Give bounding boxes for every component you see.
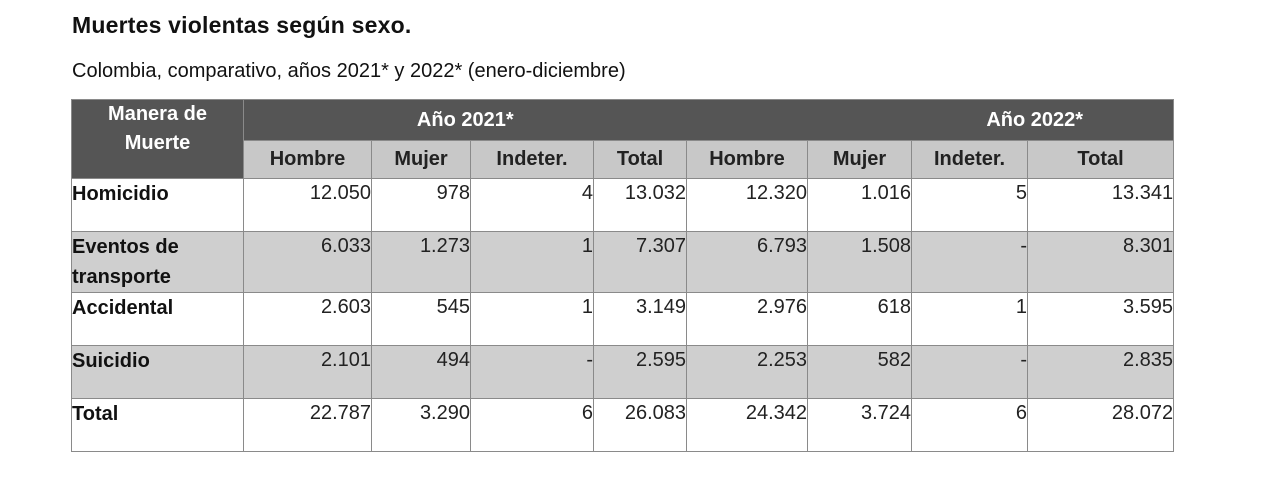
table-cell: 2.603	[243, 292, 372, 346]
table-cell: 978	[371, 178, 471, 232]
table-cell: 1.016	[807, 178, 913, 232]
table-cell: 6.793	[686, 231, 809, 293]
table-cell: 3.149	[592, 292, 688, 346]
row-label: Accidental	[71, 292, 244, 346]
row-label: Eventos de transporte	[71, 231, 244, 293]
corner-header: Manera de Muerte	[71, 99, 244, 179]
page-title: Muertes violentas según sexo.	[72, 12, 412, 38]
table-cell: 26.083	[592, 398, 688, 452]
table-cell: 5	[911, 178, 1029, 232]
table-cell: 24.342	[686, 398, 809, 452]
col-header-indeter-2022: Indeter.	[911, 140, 1029, 179]
table-cell: 3.595	[1027, 292, 1175, 346]
deaths-table: Manera de Muerte Año 2021* Año 2022* Hom…	[71, 99, 1175, 452]
table-cell: 1	[470, 292, 594, 346]
row-label: Total	[71, 398, 244, 452]
table-cell: 1.508	[807, 231, 913, 293]
col-header-total-2022: Total	[1027, 140, 1175, 179]
year-header-row: Manera de Muerte Año 2021* Año 2022*	[71, 99, 1175, 179]
year-2021-header: Año 2021*	[242, 99, 687, 141]
table-cell: 2.595	[592, 345, 688, 399]
table-cell: 8.301	[1027, 231, 1175, 293]
table-cell: -	[911, 345, 1029, 399]
table-cell: -	[911, 231, 1029, 293]
table-row: Suicidio 2.101 494 - 2.595 2.253 582 - 2…	[71, 345, 1175, 399]
table-cell: 6	[911, 398, 1029, 452]
col-header-hombre-2021: Hombre	[243, 140, 372, 179]
table-cell: 13.032	[592, 178, 688, 232]
table-cell: 22.787	[243, 398, 372, 452]
table-cell: 618	[807, 292, 913, 346]
table-cell: 12.050	[243, 178, 372, 232]
table-row: Homicidio 12.050 978 4 13.032 12.320 1.0…	[71, 178, 1175, 232]
col-header-total-2021: Total	[592, 140, 688, 179]
table-cell: 1	[470, 231, 594, 293]
table-cell: -	[470, 345, 594, 399]
col-header-hombre-2022: Hombre	[686, 140, 809, 179]
row-label: Homicidio	[71, 178, 244, 232]
row-label: Suicidio	[71, 345, 244, 399]
table-row-total: Total 22.787 3.290 6 26.083 24.342 3.724…	[71, 398, 1175, 452]
table-cell: 3.290	[371, 398, 471, 452]
col-header-indeter-2021: Indeter.	[470, 140, 594, 179]
table-cell: 3.724	[807, 398, 913, 452]
table-cell: 494	[371, 345, 471, 399]
table-cell: 582	[807, 345, 913, 399]
table-cell: 12.320	[686, 178, 809, 232]
year-2022-header: Año 2022*	[686, 99, 1175, 141]
table-cell: 6.033	[243, 231, 372, 293]
table-cell: 2.976	[686, 292, 809, 346]
table-cell: 1.273	[371, 231, 471, 293]
table-cell: 1	[911, 292, 1029, 346]
column-header-row: Hombre Mujer Indeter. Total Hombre Mujer…	[72, 140, 1175, 179]
table-cell: 28.072	[1027, 398, 1175, 452]
table-cell: 2.101	[243, 345, 372, 399]
corner-header-line2: Muerte	[124, 132, 191, 154]
table-cell: 4	[470, 178, 594, 232]
table-cell: 7.307	[592, 231, 688, 293]
table-cell: 6	[470, 398, 594, 452]
page-subtitle: Colombia, comparativo, años 2021* y 2022…	[72, 60, 626, 82]
table-row: Eventos de transporte 6.033 1.273 1 7.30…	[71, 231, 1175, 293]
corner-header-line1: Manera de	[108, 103, 207, 125]
table-row: Accidental 2.603 545 1 3.149 2.976 618 1…	[71, 292, 1175, 346]
table-cell: 545	[371, 292, 471, 346]
table-cell: 2.835	[1027, 345, 1175, 399]
table-cell: 13.341	[1027, 178, 1175, 232]
col-header-mujer-2021: Mujer	[371, 140, 471, 179]
col-header-mujer-2022: Mujer	[807, 140, 913, 179]
table-cell: 2.253	[686, 345, 809, 399]
